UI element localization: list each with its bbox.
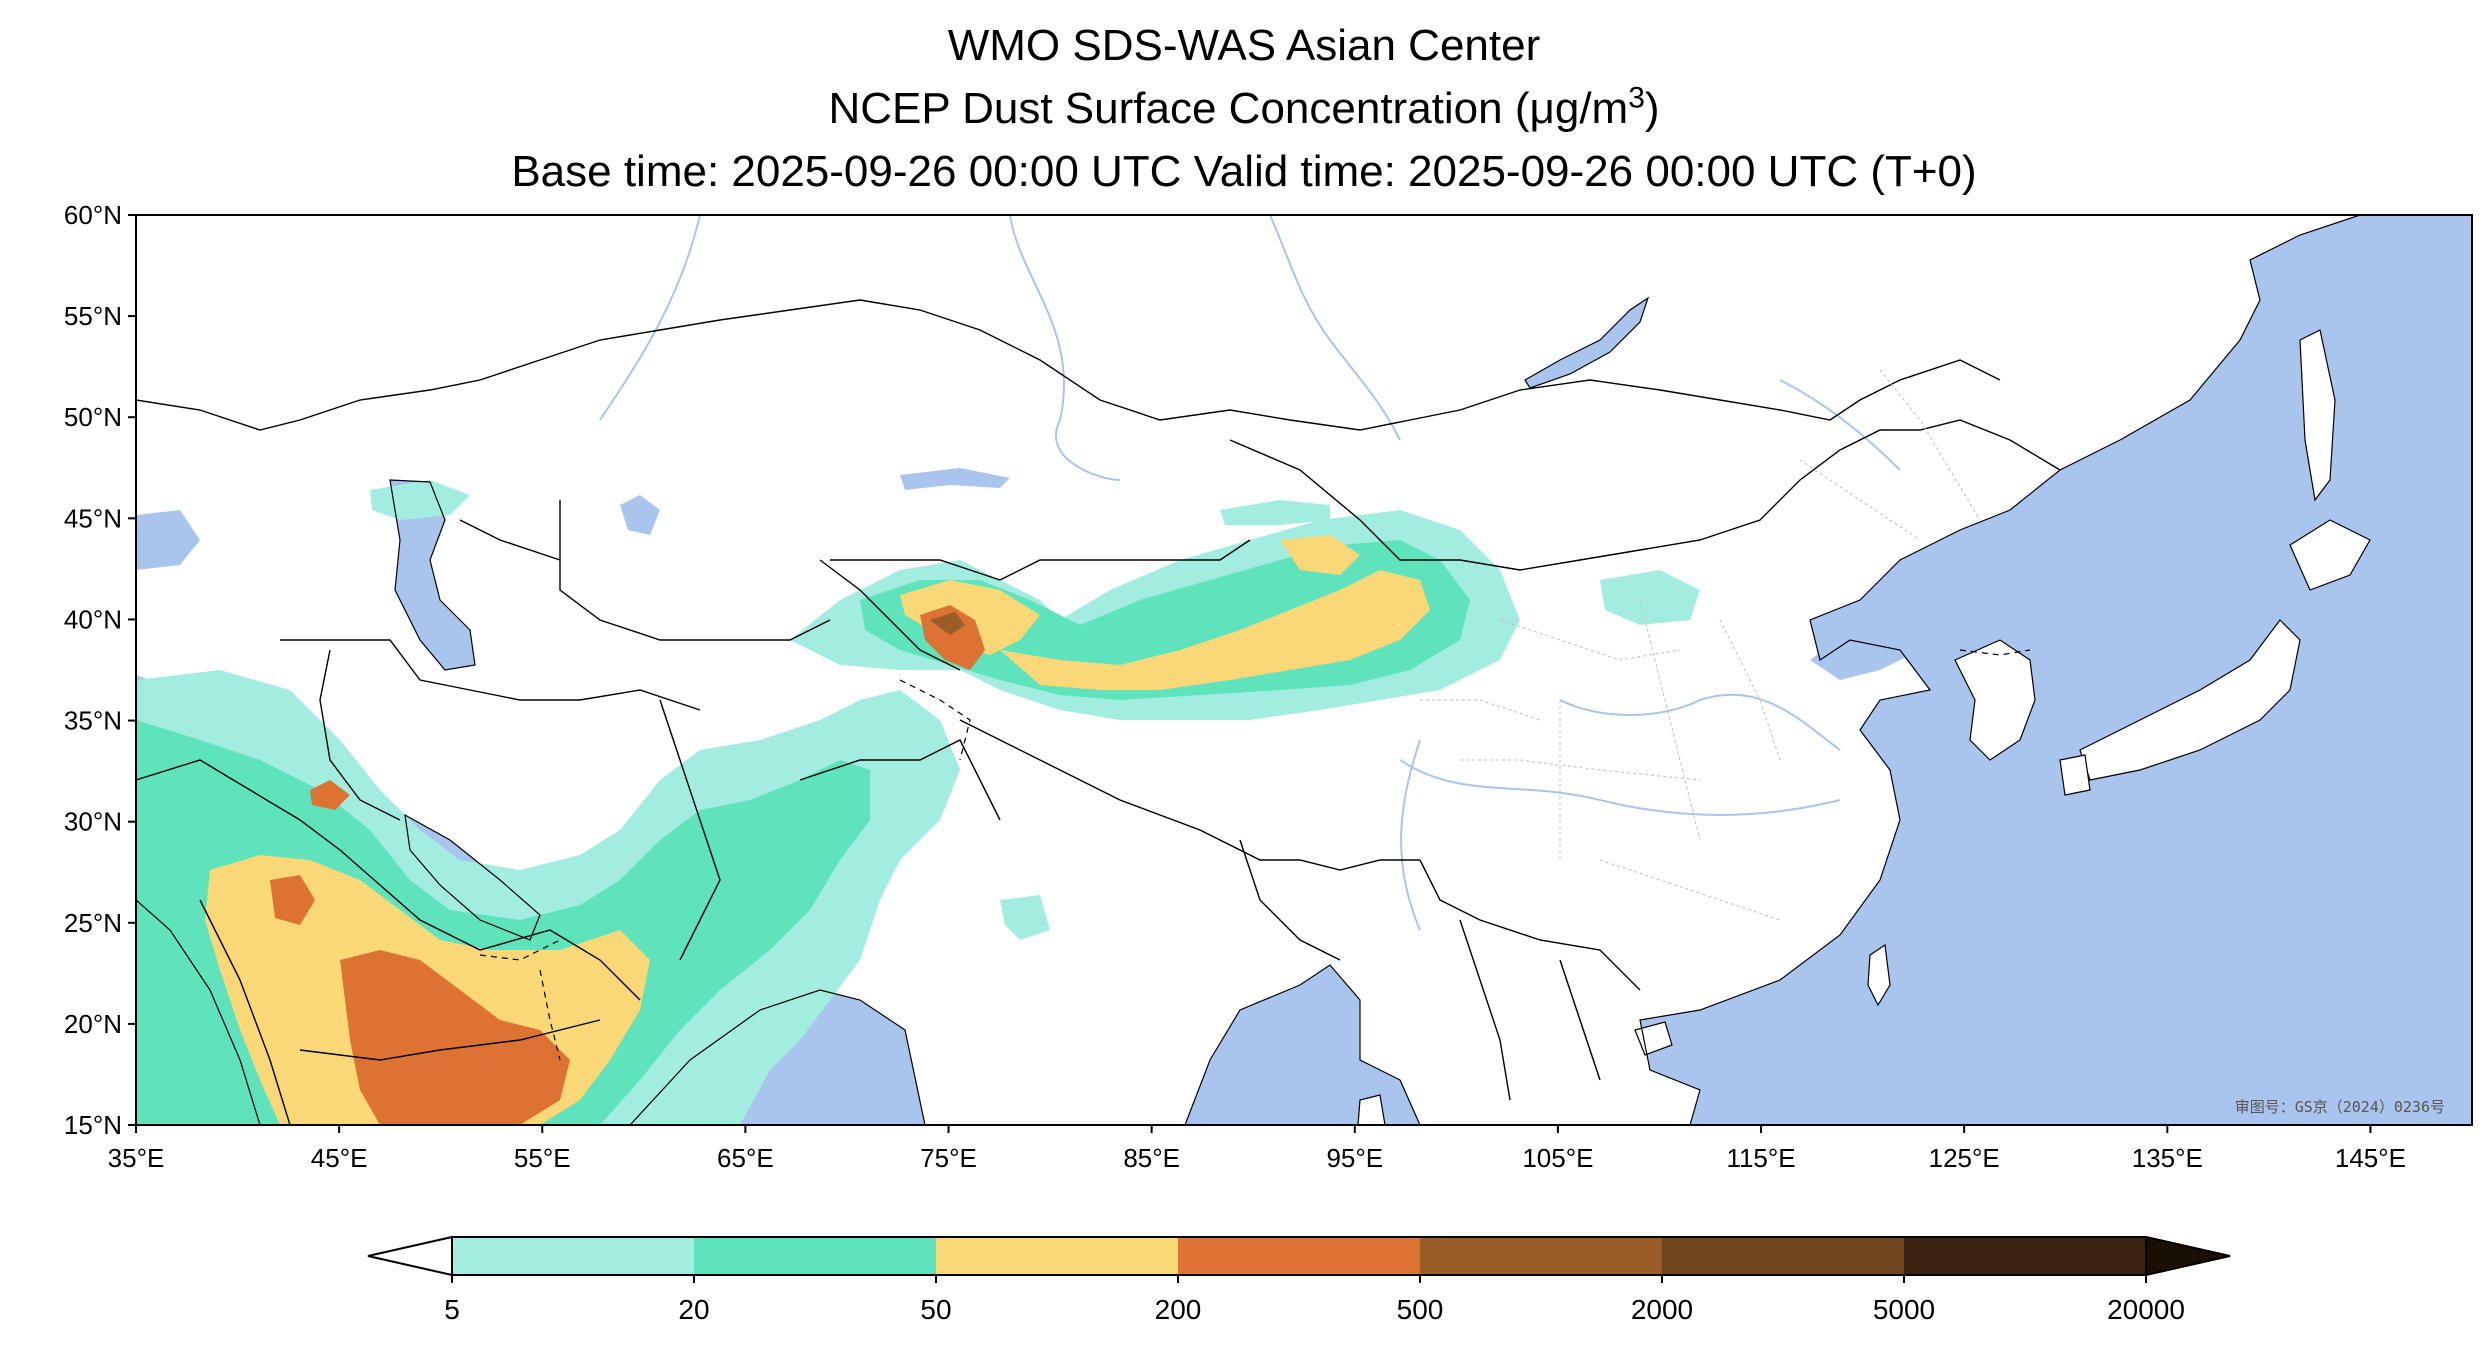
lat-tick-label: 55°N — [64, 301, 122, 331]
sri-lanka-edge — [1357, 1094, 1386, 1125]
lat-tick-label: 15°N — [64, 1110, 122, 1140]
colorbar-level-label: 2000 — [1631, 1294, 1693, 1325]
colorbar-segment — [1662, 1237, 1905, 1275]
lat-tick-label: 25°N — [64, 908, 122, 938]
unit-main: g/m — [1554, 84, 1629, 133]
dashed-borders — [479, 649, 2031, 1061]
colorbar-low-extend — [367, 1235, 453, 1277]
colorbar-high-extend — [2145, 1235, 2231, 1277]
colorbar: 5 20 50 200 500 2000 5000 20000 — [367, 1235, 2231, 1325]
colorbar-level-label: 200 — [1155, 1294, 1202, 1325]
map-area — [136, 215, 2472, 1125]
lake-balkhash — [900, 468, 1010, 490]
lon-tick-label: 55°E — [514, 1143, 571, 1173]
province-borders — [1420, 369, 1981, 921]
rivers — [599, 215, 1901, 931]
colorbar-segment — [1178, 1237, 1421, 1275]
subtitle-suffix: ) — [1644, 84, 1660, 133]
korean-peninsula — [1954, 639, 2036, 761]
unit-mu: μ — [1529, 84, 1555, 133]
hainan — [1634, 1021, 1673, 1056]
taiwan — [1867, 943, 1891, 1007]
dust-500-2000 — [930, 612, 965, 635]
pacific-ocean — [1640, 215, 2472, 1125]
unit-exponent: 3 — [1628, 81, 1645, 115]
japan-kyushu — [2059, 754, 2091, 796]
lon-tick-label: 35°E — [108, 1143, 165, 1173]
lon-tick-label: 95°E — [1326, 1143, 1383, 1173]
country-borders — [136, 299, 2061, 1125]
sakhalin — [2299, 329, 2336, 502]
map-review-stamp: 审图号：GS京（2024）0236号 — [2235, 1098, 2445, 1116]
colorbar-level-label: 50 — [920, 1294, 951, 1325]
lon-tick-label: 85°E — [1123, 1143, 1180, 1173]
map-frame — [135, 214, 2473, 1126]
lat-tick-label: 30°N — [64, 807, 122, 837]
chart-title: WMO SDS-WAS Asian Center — [947, 21, 1541, 70]
coastlines — [136, 215, 2361, 1125]
bohai-sea — [1810, 630, 1920, 680]
lat-tick-label: 20°N — [64, 1009, 122, 1039]
colorbar-segment — [1904, 1237, 2147, 1275]
lat-tick-label: 50°N — [64, 402, 122, 432]
chart-subtitle: NCEP Dust Surface Concentration (μg/m3) — [0, 83, 2488, 135]
lon-tick-label: 115°E — [1726, 1143, 1795, 1173]
latitude-ticks: 60°N 55°N 50°N 45°N 40°N 35°N 30°N 25°N 20°N 15°N — [64, 200, 136, 1140]
colorbar-level-label: 20 — [678, 1294, 709, 1325]
colorbar-level-label: 20000 — [2107, 1294, 2185, 1325]
lat-tick-label: 35°N — [64, 706, 122, 736]
lake-baikal — [1525, 298, 1648, 388]
black-sea — [136, 510, 200, 570]
colorbar-segment — [694, 1237, 937, 1275]
colorbar-level-label: 5 — [444, 1294, 460, 1325]
colorbar-level-label: 5000 — [1873, 1294, 1935, 1325]
lon-tick-label: 75°E — [920, 1143, 977, 1173]
lon-tick-label: 105°E — [1522, 1143, 1593, 1173]
colorbar-level-label: 500 — [1397, 1294, 1444, 1325]
colorbar-segment — [1420, 1237, 1663, 1275]
chart-time-info: Base time: 2025-09-26 00:00 UTC Valid ti… — [511, 147, 1977, 196]
aral-sea — [620, 495, 660, 535]
islands-and-peninsulas — [1357, 329, 2371, 1125]
longitude-ticks: 35°E 45°E 55°E 65°E 75°E 85°E 95°E 105°E 115°E 12… — [108, 1125, 2406, 1173]
lon-tick-label: 135°E — [2132, 1143, 2203, 1173]
lon-tick-label: 145°E — [2335, 1143, 2406, 1173]
colorbar-segment — [452, 1237, 695, 1275]
lon-tick-label: 65°E — [717, 1143, 774, 1173]
lat-tick-label: 40°N — [64, 604, 122, 634]
bay-of-bengal — [1185, 965, 1420, 1125]
lon-tick-label: 125°E — [1929, 1143, 2000, 1173]
lat-tick-label: 60°N — [64, 200, 122, 230]
japan-honshu — [2079, 619, 2301, 781]
dust-concentration-fill — [136, 480, 1700, 1125]
lon-tick-label: 45°E — [311, 1143, 368, 1173]
colorbar-segment — [936, 1237, 1179, 1275]
japan-hokkaido — [2289, 519, 2371, 591]
subtitle-prefix: NCEP Dust Surface Concentration ( — [828, 84, 1530, 133]
lat-tick-label: 45°N — [64, 503, 122, 533]
colorbar-outline — [451, 1236, 2147, 1276]
